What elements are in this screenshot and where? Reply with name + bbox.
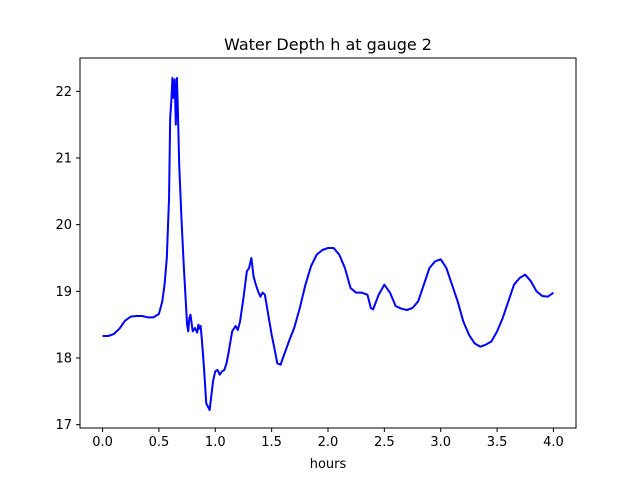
- y-tick-label: 21: [55, 152, 72, 167]
- x-tick-label: 2.5: [374, 435, 395, 450]
- x-tick-label: 4.0: [543, 435, 564, 450]
- x-tick-label: 1.5: [261, 435, 282, 450]
- x-tick-label: 1.0: [205, 435, 226, 450]
- x-tick-label: 3.0: [430, 435, 451, 450]
- y-tick-label: 20: [55, 218, 72, 233]
- x-tick-label: 2.0: [318, 435, 339, 450]
- chart-title: Water Depth h at gauge 2: [224, 35, 432, 54]
- y-tick-label: 18: [55, 352, 72, 367]
- y-tick-label: 22: [55, 85, 72, 100]
- series-line-0: [102, 77, 555, 411]
- y-tick-label: 19: [55, 285, 72, 300]
- y-tick-label: 17: [55, 418, 72, 433]
- plot-area: 0.0 0.5 1.0 1.5 2.0 2.5 3.0 3.5 4.0 17 18 19 20 21 22: [55, 57, 577, 450]
- x-tick-label: 0.5: [149, 435, 170, 450]
- x-tick-label: 3.5: [487, 435, 508, 450]
- x-tick-label: 0.0: [92, 435, 113, 450]
- x-axis-label: hours: [310, 457, 347, 472]
